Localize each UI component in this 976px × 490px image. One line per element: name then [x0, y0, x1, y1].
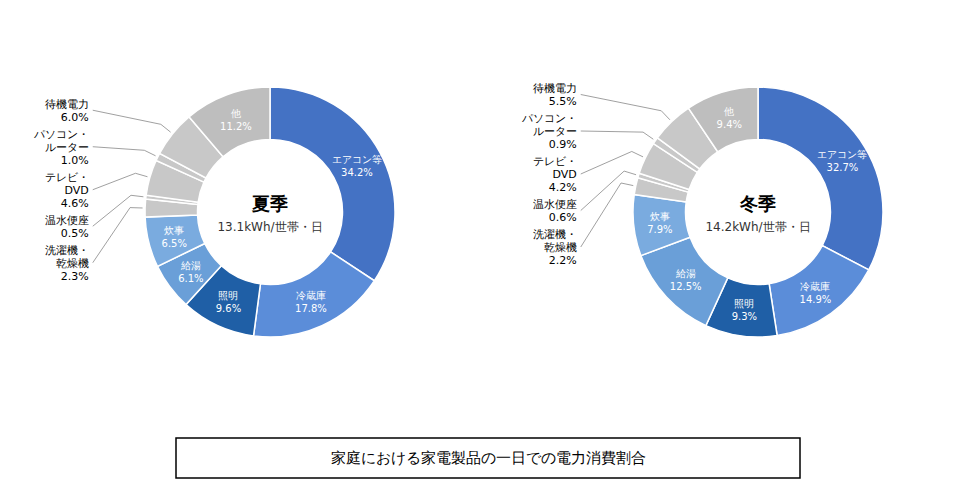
slice-label: 待機電力: [45, 97, 89, 110]
leader-line: [581, 151, 643, 174]
slice-label: 照明: [218, 290, 238, 301]
slice-label: 他: [231, 107, 241, 118]
data-label: 7.9%: [647, 224, 672, 235]
slice-label: パソコン・ルーター: [521, 112, 577, 138]
slice-label: パソコン・ルーター: [33, 127, 89, 153]
leader-line: [581, 171, 636, 210]
leader-line: [93, 147, 156, 156]
slice-label: 他: [724, 106, 734, 117]
slice-label: テレビ・DVD: [45, 170, 89, 196]
slice-label: 温水便座: [45, 213, 89, 226]
data-label: 4.2%: [549, 181, 577, 194]
slice-label: 照明: [734, 298, 754, 309]
data-label: 1.0%: [61, 153, 89, 166]
leader-line: [581, 131, 654, 139]
data-label: 9.4%: [717, 119, 742, 130]
slice: [270, 87, 395, 281]
slice: [758, 87, 883, 270]
data-label: 4.6%: [61, 196, 89, 209]
leader-line: [93, 110, 171, 132]
slice-label: 給湯: [180, 259, 201, 270]
chart-subtitle: 13.1kWh/世帯・日: [217, 220, 322, 234]
slice: [633, 195, 690, 256]
data-label: 9.3%: [732, 311, 757, 322]
footer: 家庭における家電製品の一日での電力消費割合: [176, 438, 800, 478]
donut-chart: 夏季 13.1kWh/世帯・日 エアコン等 34.2% 冷蔵庫 17.8% 照明 9.6% 給湯…: [33, 87, 395, 337]
data-label: 6.5%: [162, 237, 187, 248]
footer-title: 家庭における家電製品の一日での電力消費割合: [331, 449, 646, 467]
data-label: 34.2%: [341, 166, 373, 177]
slice-label: 給湯: [675, 267, 696, 278]
leader-line: [581, 183, 634, 247]
data-label: 32.7%: [827, 162, 859, 173]
data-label: 17.8%: [295, 303, 327, 314]
slice-label: 温水便座: [533, 198, 577, 211]
slice-label: 洗濯機・乾燥機: [45, 243, 89, 269]
slice-label: エアコン等: [817, 149, 867, 160]
footer-box: [176, 438, 800, 478]
center-labels: 夏季 13.1kWh/世帯・日: [217, 193, 322, 235]
slices: [633, 87, 883, 337]
slice-label: エアコン等: [332, 153, 382, 164]
data-label: 0.5%: [61, 226, 89, 239]
data-label: 9.6%: [216, 303, 241, 314]
data-label: 6.0%: [61, 110, 89, 123]
slice-label: 炊事: [650, 211, 670, 222]
leader-line: [93, 173, 148, 189]
slices: [145, 87, 395, 337]
data-label: 2.2%: [549, 254, 577, 267]
chart-root: 夏季 13.1kWh/世帯・日 エアコン等 34.2% 冷蔵庫 17.8% 照明 9.6% 給湯…: [0, 0, 976, 490]
slice: [254, 252, 375, 337]
data-label: 14.9%: [800, 293, 832, 304]
slice: [189, 87, 270, 157]
slice: [688, 87, 758, 152]
chart-subtitle: 14.2kWh/世帯・日: [705, 220, 810, 234]
leader-line: [93, 208, 143, 263]
slice-label: 冷蔵庫: [296, 290, 326, 301]
data-label: 11.2%: [220, 120, 252, 131]
data-label: 12.5%: [670, 280, 702, 291]
slice-label: テレビ・DVD: [533, 155, 577, 181]
slice-label: 待機電力: [533, 82, 577, 95]
slice-label: 洗濯機・乾燥機: [533, 228, 577, 254]
slice: [769, 246, 869, 336]
data-label: 5.5%: [549, 95, 577, 108]
data-label: 6.1%: [178, 272, 203, 283]
data-label: 2.3%: [61, 269, 89, 282]
data-label: 0.6%: [549, 211, 577, 224]
donut-chart: 冬季 14.2kWh/世帯・日 エアコン等 32.7% 冷蔵庫 14.9% 照明 9.3% 給湯…: [521, 82, 883, 337]
chart-title: 冬季: [739, 193, 776, 214]
slice-label: 冷蔵庫: [800, 280, 830, 291]
slice-label: 炊事: [164, 224, 184, 235]
leader-line: [93, 195, 144, 226]
slice-labels: エアコン等 34.2% 冷蔵庫 17.8% 照明 9.6% 給湯 6.1% 炊事 6.5% 他 11.…: [33, 97, 382, 314]
chart-title: 夏季: [251, 193, 288, 214]
leader-line: [581, 95, 670, 120]
slice-labels: エアコン等 32.7% 冷蔵庫 14.9% 照明 9.3% 給湯 12.5% 炊事 7.9% 他 9.…: [521, 82, 868, 322]
center-labels: 冬季 14.2kWh/世帯・日: [705, 193, 810, 235]
data-label: 0.9%: [549, 138, 577, 151]
